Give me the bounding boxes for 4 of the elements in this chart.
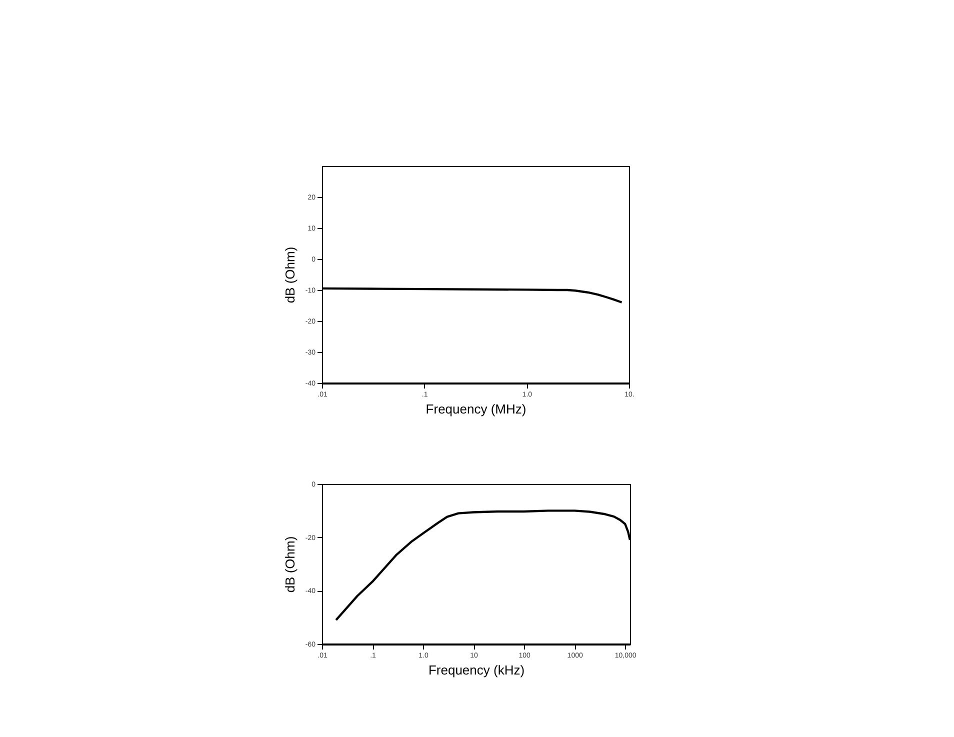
y-axis-title: dB (Ohm) [282,536,298,593]
y-axis-title: dB (Ohm) [282,246,298,304]
x-axis-title: Frequency (kHz) [428,662,525,678]
x-axis-title: Frequency (MHz) [426,402,526,416]
